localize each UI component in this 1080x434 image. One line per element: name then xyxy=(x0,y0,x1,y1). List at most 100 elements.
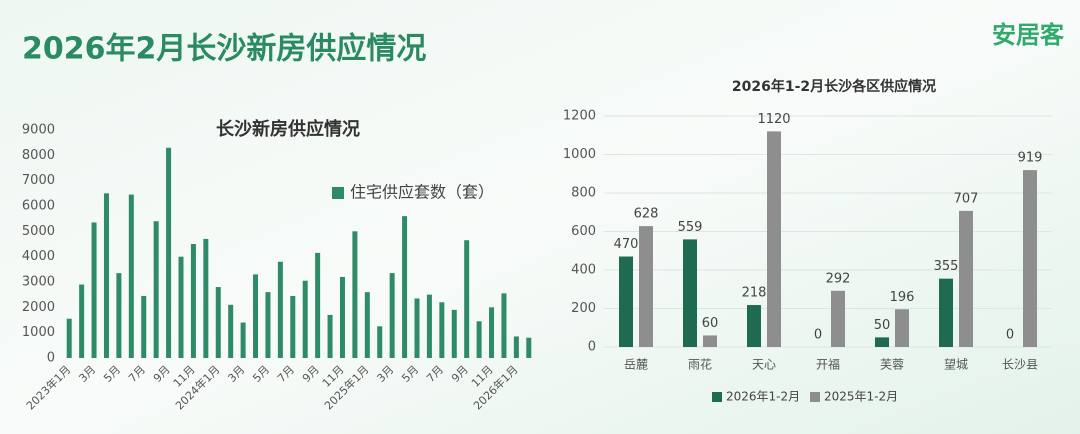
y-tick-label: 600 xyxy=(571,224,596,239)
y-tick-label: 9000 xyxy=(22,123,55,138)
y-tick-label: 400 xyxy=(571,263,596,278)
bar xyxy=(389,273,395,358)
bar xyxy=(166,147,172,358)
y-tick-label: 3000 xyxy=(22,275,55,290)
value-label: 1120 xyxy=(757,112,790,127)
y-tick-label: 8000 xyxy=(22,148,55,163)
legend-label: 住宅供应套数（套） xyxy=(350,183,494,202)
value-label: 355 xyxy=(934,259,959,274)
bar xyxy=(103,193,109,358)
bar xyxy=(489,307,495,358)
bar xyxy=(939,278,953,347)
legend-swatch xyxy=(810,392,820,402)
bar xyxy=(451,309,457,358)
bar xyxy=(1023,170,1037,347)
y-tick-label: 4000 xyxy=(22,249,55,264)
legend-swatch xyxy=(332,187,344,199)
bar xyxy=(277,261,283,358)
y-tick-label: 6000 xyxy=(22,199,55,214)
bar xyxy=(402,216,408,358)
bar xyxy=(895,309,909,347)
bar xyxy=(747,305,761,347)
bar xyxy=(215,287,221,358)
bar xyxy=(228,304,234,358)
bar xyxy=(91,222,97,358)
bar xyxy=(240,322,246,358)
bar xyxy=(377,326,383,358)
x-tick-label: 长沙县 xyxy=(1002,358,1038,372)
x-tick-label: 芙蓉 xyxy=(880,358,904,372)
legend-label: 2026年1-2月 xyxy=(726,390,800,404)
x-tick-label: 雨花 xyxy=(688,357,712,372)
value-label: 218 xyxy=(742,286,767,301)
x-tick-label: 岳麓 xyxy=(624,358,648,372)
page-title: 2026年2月长沙新房供应情况 xyxy=(22,32,426,67)
y-tick-label: 200 xyxy=(571,301,596,316)
bar xyxy=(426,294,432,358)
bar xyxy=(79,284,85,358)
bar xyxy=(476,321,482,358)
bar xyxy=(339,276,345,358)
bar xyxy=(526,337,532,358)
bar xyxy=(128,194,134,358)
y-tick-label: 0 xyxy=(588,340,596,355)
value-label: 628 xyxy=(634,207,659,222)
x-tick-label: 开福 xyxy=(816,357,840,372)
y-tick-label: 1200 xyxy=(563,109,596,124)
chart-title: 长沙新房供应情况 xyxy=(216,118,360,140)
y-tick-label: 7000 xyxy=(22,173,55,188)
bar xyxy=(364,292,370,358)
logo: 安居客 xyxy=(992,21,1065,49)
bar xyxy=(352,231,358,358)
bar xyxy=(190,244,196,358)
y-tick-label: 2000 xyxy=(22,300,55,315)
legend-swatch xyxy=(712,392,722,402)
bar xyxy=(513,336,519,358)
value-label: 0 xyxy=(1006,328,1014,343)
bar xyxy=(265,292,271,358)
bar xyxy=(619,256,633,347)
bar xyxy=(153,221,159,358)
y-tick-label: 1000 xyxy=(563,147,596,162)
bar xyxy=(141,295,147,358)
value-label: 292 xyxy=(826,271,851,286)
bar xyxy=(767,131,781,347)
bar xyxy=(639,226,653,347)
x-tick-label: 望城 xyxy=(944,358,968,372)
value-label: 0 xyxy=(814,328,822,343)
bar xyxy=(116,273,122,358)
bar xyxy=(439,302,445,358)
bar xyxy=(302,280,308,358)
y-tick-label: 0 xyxy=(47,351,55,366)
bar xyxy=(290,295,296,358)
bar xyxy=(831,290,845,347)
value-label: 707 xyxy=(954,191,979,206)
y-tick-label: 1000 xyxy=(22,325,55,340)
value-label: 559 xyxy=(678,220,703,235)
bar xyxy=(703,335,717,347)
value-label: 50 xyxy=(874,318,891,333)
bar xyxy=(203,238,209,358)
y-tick-label: 800 xyxy=(571,186,596,201)
bar xyxy=(66,318,72,358)
bar xyxy=(464,240,470,358)
chart-title: 2026年1-2月长沙各区供应情况 xyxy=(732,78,936,95)
bar xyxy=(327,314,333,358)
bar xyxy=(959,210,973,347)
bar xyxy=(414,298,420,358)
value-label: 196 xyxy=(890,290,915,305)
x-tick-label: 天心 xyxy=(752,358,776,372)
value-label: 60 xyxy=(702,316,719,331)
bar xyxy=(315,252,321,358)
legend-label: 2025年1-2月 xyxy=(824,390,898,404)
value-label: 470 xyxy=(614,237,639,252)
value-label: 919 xyxy=(1018,151,1043,166)
y-tick-label: 5000 xyxy=(22,224,55,239)
bar xyxy=(253,274,259,358)
bar xyxy=(178,256,184,358)
bar xyxy=(683,239,697,347)
bar xyxy=(875,337,889,347)
bar xyxy=(501,293,507,358)
